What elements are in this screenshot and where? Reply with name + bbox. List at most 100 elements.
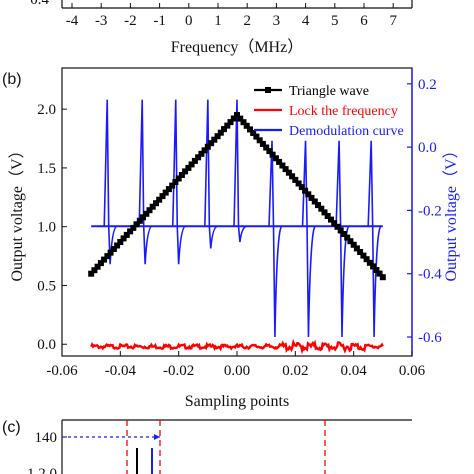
triangle-wave-point <box>353 245 360 252</box>
triangle-wave-point <box>311 198 318 205</box>
triangle-wave-point <box>379 274 386 281</box>
top-x-tick-label: -3 <box>95 13 108 29</box>
panel-b: (b) -0.06 -0.04 -0.02 0.00 0.02 0.04 0.06 0.00… <box>2 67 460 410</box>
y-tick-label: 0.5 <box>37 278 56 294</box>
triangle-wave-point <box>162 189 169 196</box>
triangle-wave-point <box>263 144 270 151</box>
triangle-wave-point <box>305 191 312 198</box>
x-ticks: -0.06 -0.04 -0.02 0.00 0.02 0.04 0.06 <box>46 351 426 379</box>
triangle-wave-point <box>182 168 189 175</box>
triangle-wave-point <box>269 151 276 158</box>
y-tick-label-right: 0.0 <box>418 140 437 156</box>
triangle-wave-point <box>340 231 347 237</box>
triangle-wave-point <box>120 235 127 242</box>
triangle-wave-point <box>266 148 273 155</box>
triangle-wave-point <box>366 259 373 266</box>
triangle-wave-point <box>347 238 354 245</box>
legend: Triangle wave Lock the frequency Demodul… <box>254 84 404 139</box>
top-x-tick-label: -2 <box>124 13 137 29</box>
demodulation-spike <box>204 99 218 249</box>
panel-c-fragment: (c) 140 1 2 0 <box>2 419 412 474</box>
triangle-wave-point <box>289 173 296 180</box>
triangle-wave-point <box>234 112 240 118</box>
y-ticks-right: -0.6 -0.4 -0.2 0.0 0.2 <box>407 77 442 346</box>
triangle-wave-point <box>331 220 338 227</box>
triangle-wave-point <box>282 166 289 173</box>
triangle-wave-point <box>143 210 150 217</box>
demodulation-spike <box>233 99 248 243</box>
triangle-wave-point <box>159 193 166 200</box>
triangle-wave-point <box>328 216 334 223</box>
triangle-wave-point <box>188 161 195 168</box>
panel-b-data <box>88 99 386 355</box>
triangle-wave-point <box>94 263 101 270</box>
triangle-wave-point <box>107 249 114 256</box>
triangle-wave-point <box>334 223 341 230</box>
triangle-wave-point <box>204 143 211 150</box>
triangle-wave-point <box>237 115 244 122</box>
legend-label-triangle: Triangle wave <box>289 84 369 99</box>
demodulation-spike <box>103 99 118 265</box>
triangle-wave-point <box>101 256 108 263</box>
demodulation-spike <box>335 140 350 338</box>
y-tick-label: 2.0 <box>37 102 56 118</box>
triangle-wave-point <box>185 164 192 171</box>
top-x-tick-label: -4 <box>66 13 79 29</box>
triangle-wave-point <box>153 200 159 207</box>
y-tick-label-right: -0.2 <box>418 203 442 219</box>
y-tick-label: 1.0 <box>37 220 56 236</box>
triangle-wave-point <box>165 186 172 193</box>
triangle-wave-point <box>350 241 357 248</box>
triangle-wave-point <box>373 267 380 273</box>
x-tick-label: 0.06 <box>399 363 426 379</box>
triangle-wave-point <box>285 169 292 176</box>
triangle-wave-point <box>363 256 370 263</box>
panel-c-label: (c) <box>2 419 21 436</box>
triangle-wave-point <box>315 202 321 209</box>
x-tick-label: -0.02 <box>163 363 194 379</box>
triangle-wave-point <box>295 180 302 187</box>
triangle-wave-point <box>227 119 234 126</box>
y-axis-label-right: Output voltage（V） <box>442 142 460 281</box>
triangle-wave-point <box>178 172 185 178</box>
panel-c-y-tick-partial: 1 2 0 <box>27 466 57 474</box>
top-y-tick: 0.4 <box>30 0 49 8</box>
triangle-wave-point <box>247 126 253 133</box>
triangle-wave-point <box>253 133 260 140</box>
triangle-wave-point <box>250 130 257 136</box>
top-x-tick-label: -1 <box>153 13 166 29</box>
triangle-wave-point <box>149 203 156 210</box>
x-axis-label: Sampling points <box>185 393 289 410</box>
triangle-wave-point <box>324 213 331 219</box>
triangle-wave-point <box>133 221 140 228</box>
triangle-wave-point <box>243 122 250 129</box>
top-x-tick-label: 5 <box>331 13 339 29</box>
triangle-wave-point <box>279 162 286 169</box>
triangle-wave-point <box>211 136 218 143</box>
triangle-wave-point <box>172 179 179 185</box>
triangle-wave-point <box>156 196 163 203</box>
x-tick-label: 0.02 <box>282 363 308 379</box>
demodulation-spike <box>367 140 382 338</box>
triangle-wave-point <box>110 246 117 252</box>
triangle-wave-point <box>123 231 130 238</box>
triangle-wave-point <box>146 207 153 214</box>
triangle-wave-point <box>127 228 134 235</box>
triangle-wave-point <box>208 140 215 147</box>
y-tick-label: 0.0 <box>37 337 56 353</box>
triangle-wave-point <box>376 270 383 277</box>
top-x-tick-label: 4 <box>302 13 310 29</box>
triangle-wave-point <box>88 270 95 277</box>
y-tick-label-right: -0.6 <box>418 330 442 346</box>
legend-label-lock: Lock the frequency <box>289 104 398 119</box>
triangle-wave-point <box>357 249 364 255</box>
triangle-wave-point <box>256 137 263 144</box>
demodulation-spike <box>171 99 187 265</box>
triangle-wave-point <box>276 158 283 165</box>
triangle-wave-point <box>175 175 182 182</box>
x-tick-label: 0.04 <box>341 363 368 379</box>
top-panel-fragment: 0.4 -4 -3 -2 -1 0 1 2 3 4 5 6 7 Frequency（MHz） <box>30 0 413 56</box>
top-x-tick-label: 3 <box>273 13 281 29</box>
triangle-wave-point <box>292 176 299 183</box>
